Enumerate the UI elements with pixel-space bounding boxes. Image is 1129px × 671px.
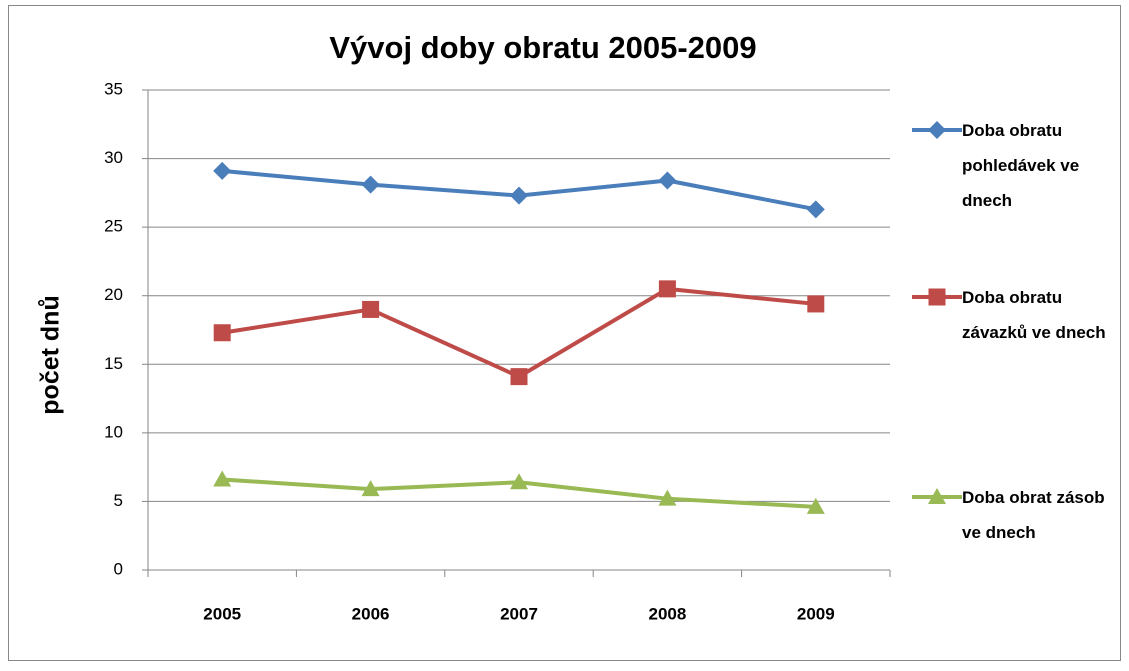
y-tick-label: 20 [104, 285, 123, 304]
y-tick-label: 10 [104, 422, 123, 441]
y-tick-label: 30 [104, 148, 123, 167]
marker [806, 497, 825, 514]
marker [658, 280, 676, 298]
chart-title: Vývoj doby obratu 2005-2009 [329, 30, 756, 65]
y-tick-label: 35 [104, 79, 123, 98]
marker [213, 470, 232, 487]
marker [807, 295, 825, 313]
marker [928, 288, 946, 306]
marker [806, 200, 825, 219]
y-tick-label: 15 [104, 354, 123, 373]
x-tick-label: 2009 [797, 604, 835, 623]
y-tick-label: 25 [104, 217, 123, 236]
marker [362, 300, 380, 318]
legend-label: Doba obratu závazků ve dnech [962, 287, 1106, 342]
marker [361, 480, 380, 497]
marker [928, 488, 946, 504]
y-tick-label: 0 [114, 559, 123, 578]
marker [658, 171, 677, 190]
y-axis-label: počet dnů [37, 295, 65, 414]
marker [510, 186, 528, 205]
marker [658, 489, 677, 506]
marker [928, 121, 946, 139]
legend-label: Doba obrat zásob ve dnech [962, 487, 1105, 542]
marker [510, 473, 528, 490]
x-tick-label: 2008 [648, 604, 686, 623]
legend-label: Doba obratu pohledávek ve dnech [962, 120, 1080, 210]
x-tick-label: 2006 [352, 604, 390, 623]
x-tick-label: 2007 [500, 604, 538, 623]
marker [213, 324, 231, 342]
chart-border [8, 5, 1121, 661]
y-tick-label: 5 [114, 491, 123, 510]
x-tick-label: 2005 [203, 604, 241, 623]
marker [510, 368, 528, 386]
marker [361, 175, 380, 194]
marker [213, 161, 232, 180]
